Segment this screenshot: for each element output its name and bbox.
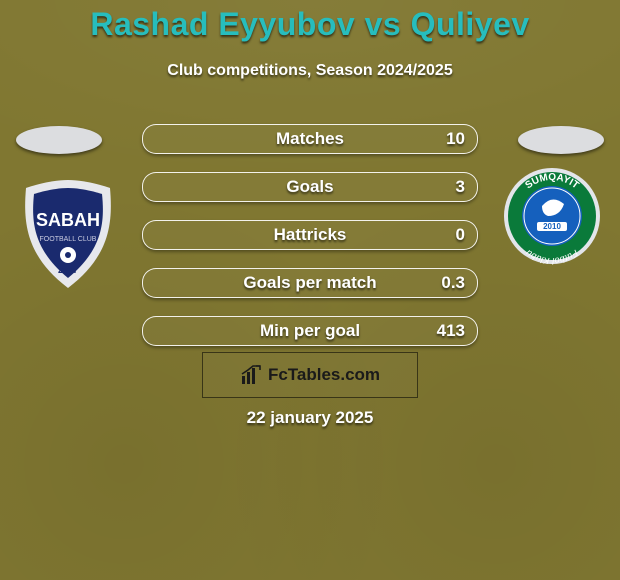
club-badge-right: 2010 SUMQAYIT Futbol Klubu (502, 166, 602, 278)
stat-value: 0 (456, 225, 465, 245)
comparison-card: Rashad Eyyubov vs Quliyev Club competiti… (0, 0, 620, 580)
stat-label: Goals per match (143, 273, 477, 293)
stat-bar-matches: Matches 10 (142, 124, 478, 154)
stat-bar-hattricks: Hattricks 0 (142, 220, 478, 250)
player-left-head-icon (16, 126, 102, 154)
stat-bar-goals: Goals 3 (142, 172, 478, 202)
club-left-year: 2017 (58, 265, 78, 275)
stat-label: Hattricks (143, 225, 477, 245)
club-left-sub: FOOTBALL CLUB (40, 236, 97, 243)
stat-bar-goals-per-match: Goals per match 0.3 (142, 268, 478, 298)
stat-value: 413 (437, 321, 465, 341)
player-right-head-icon (518, 126, 604, 154)
brand-text: FcTables.com (268, 365, 380, 385)
subtitle: Club competitions, Season 2024/2025 (0, 62, 620, 80)
club-badge-left: SABAH FOOTBALL CLUB 2017 (18, 178, 118, 290)
date-text: 22 january 2025 (0, 408, 620, 428)
brand-watermark[interactable]: FcTables.com (202, 352, 418, 398)
stat-value: 3 (456, 177, 465, 197)
club-left-name: SABAH (36, 210, 100, 230)
stat-label: Goals (143, 177, 477, 197)
club-right-year: 2010 (543, 222, 561, 231)
page-title: Rashad Eyyubov vs Quliyev (0, 6, 620, 43)
stat-label: Min per goal (143, 321, 477, 341)
stat-value: 10 (446, 129, 465, 149)
stat-value: 0.3 (441, 273, 465, 293)
center-blue (522, 186, 582, 246)
stat-label: Matches (143, 129, 477, 149)
stat-bar-min-per-goal: Min per goal 413 (142, 316, 478, 346)
stat-bars: Matches 10 Goals 3 Hattricks 0 Goals per… (142, 124, 478, 364)
ball-center (65, 252, 71, 258)
bars-icon (240, 364, 262, 386)
